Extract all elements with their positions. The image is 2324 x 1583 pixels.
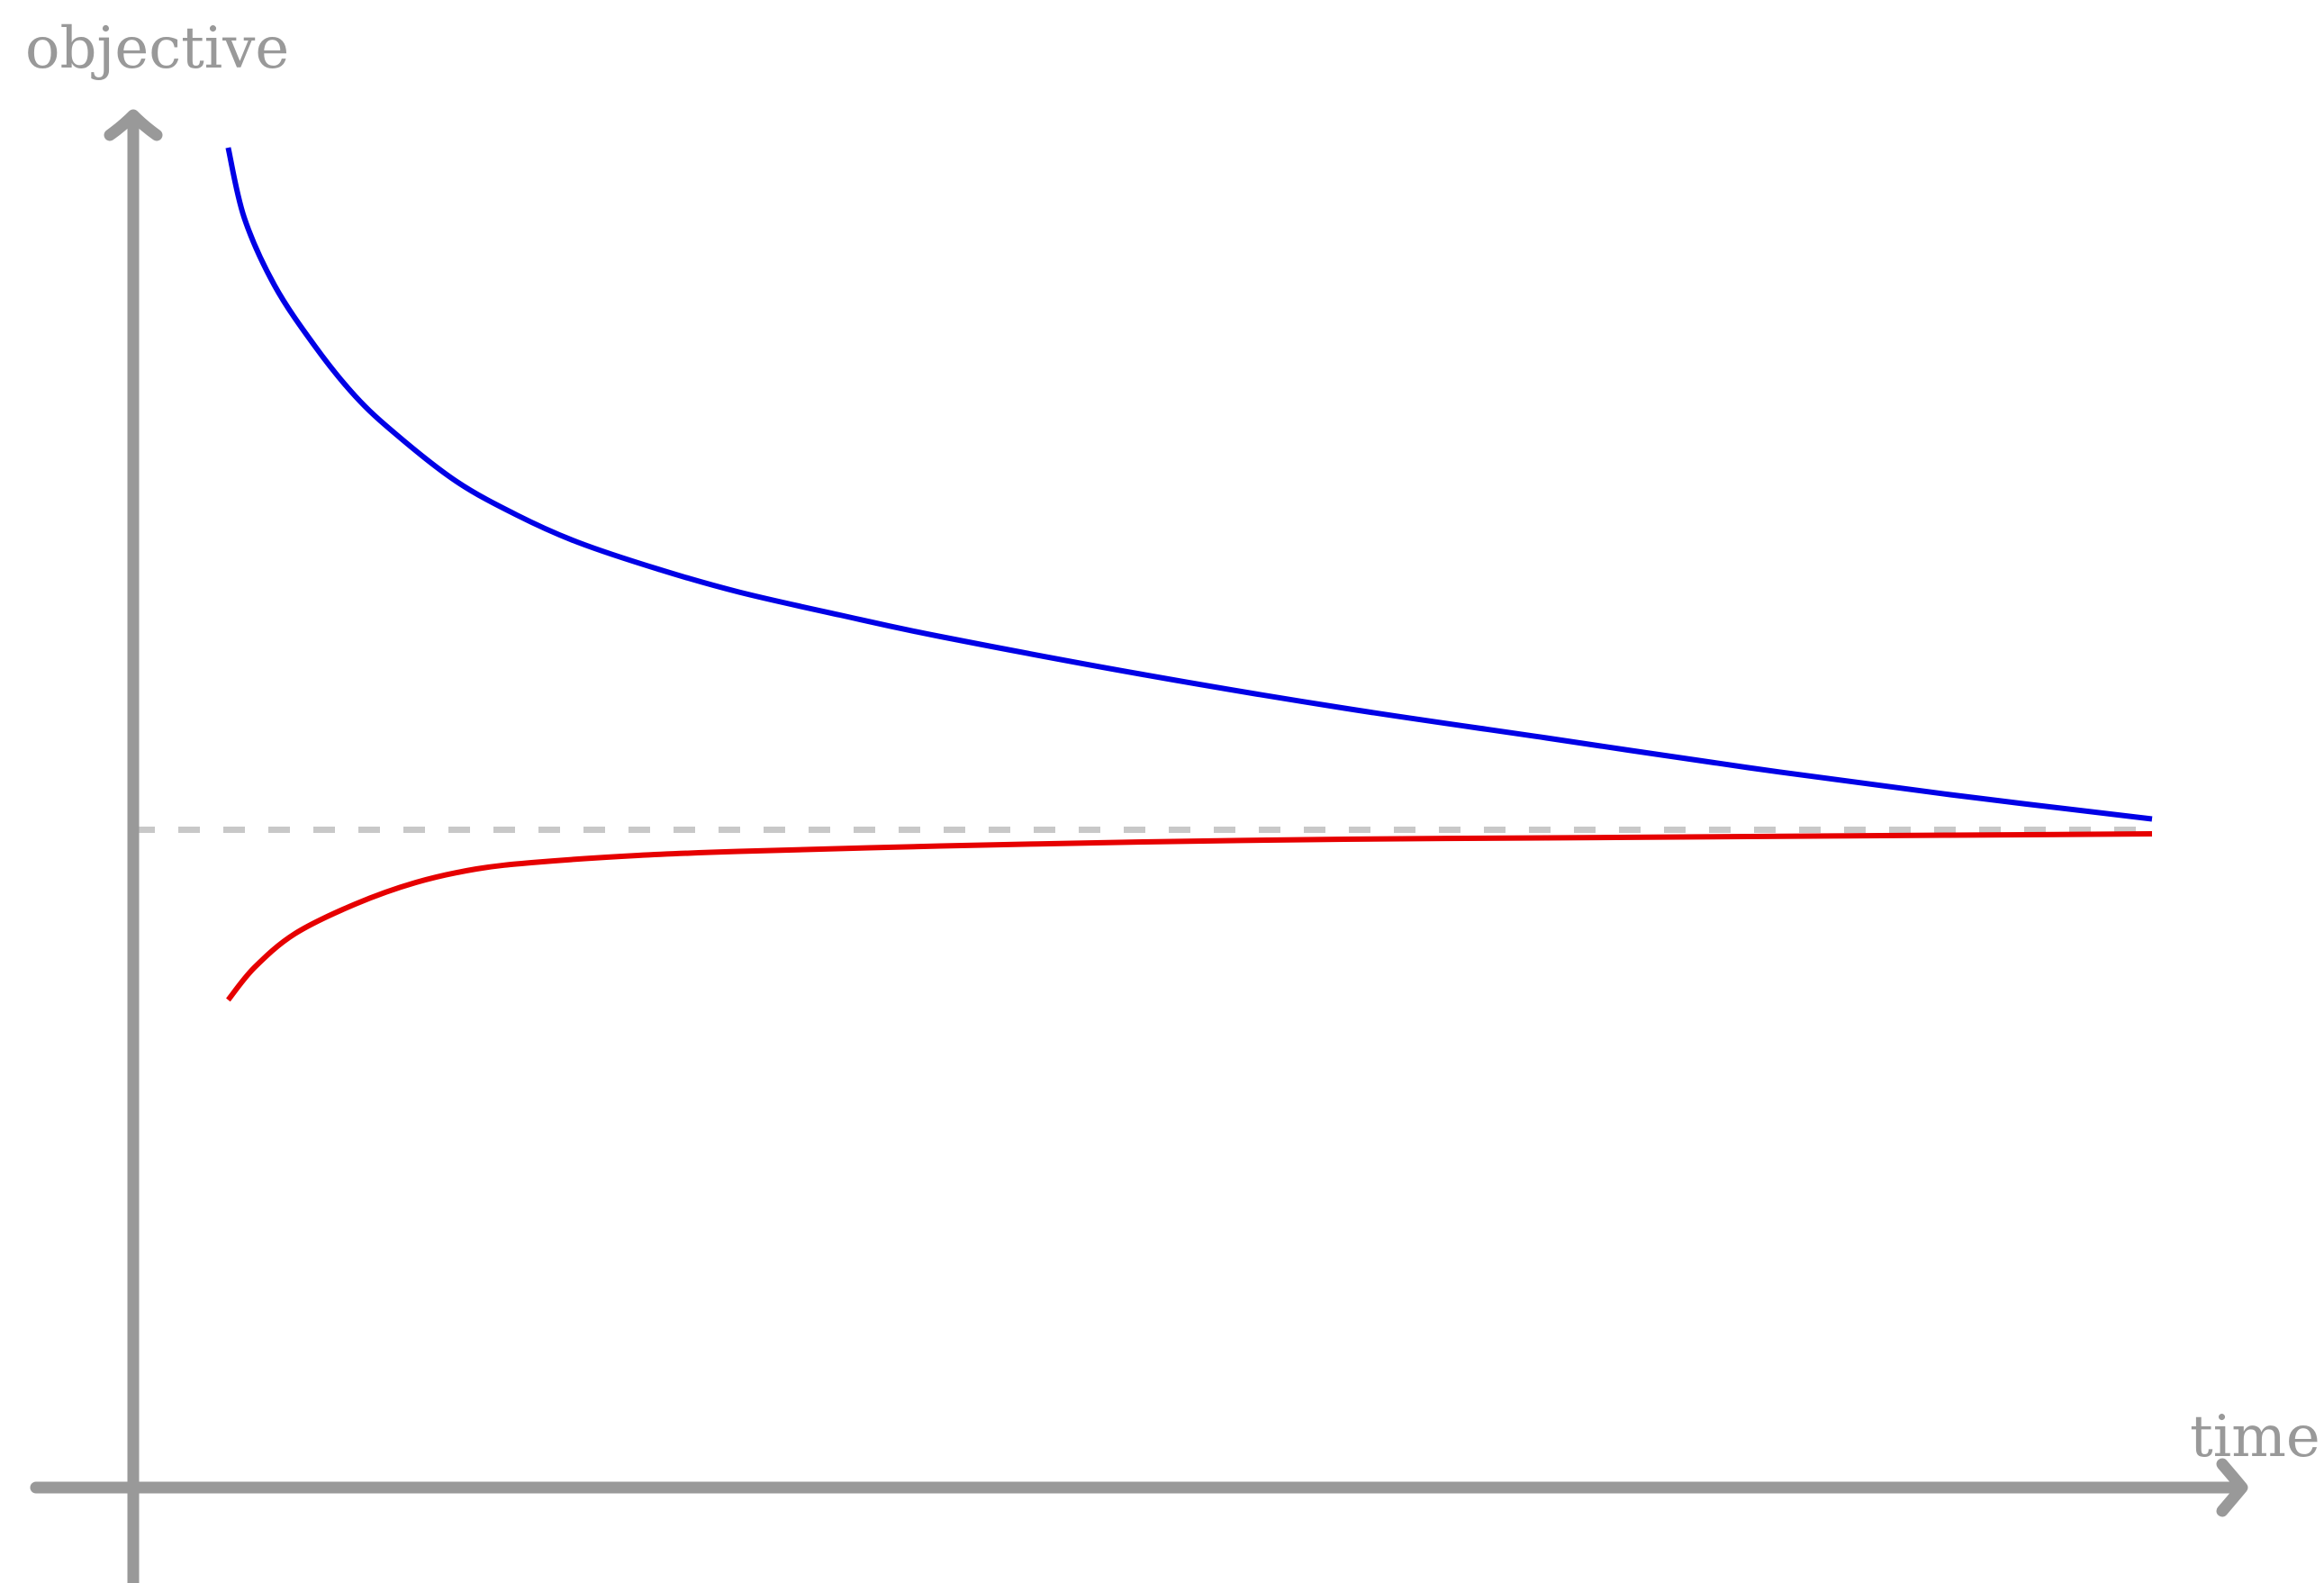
series-line-upper [225, 147, 2153, 822]
y-axis-arrowhead [104, 109, 163, 141]
series-line-lower [226, 831, 2153, 1002]
x-axis-label: time [2190, 1404, 2320, 1470]
y-axis-label: objective [25, 15, 289, 82]
x-axis-arrowhead [2216, 1458, 2248, 1517]
